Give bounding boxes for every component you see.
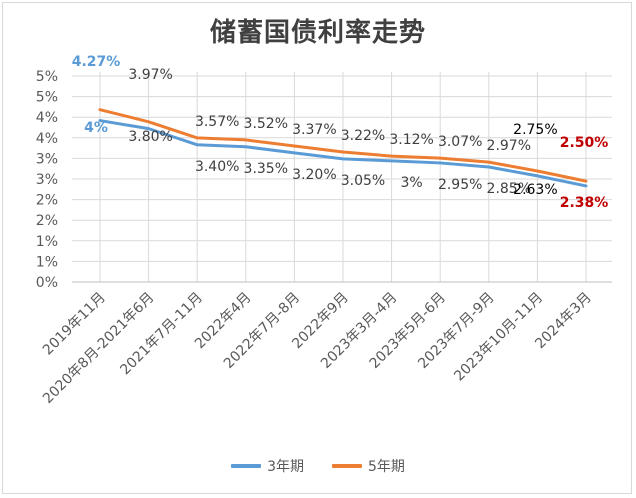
data-label-5yr: 3.12% <box>389 132 433 148</box>
y-tick-label: 5% <box>36 90 58 106</box>
chart-legend: 3年期 5年期 <box>0 456 636 476</box>
y-tick-label: 2% <box>36 213 58 229</box>
legend-label-5yr: 5年期 <box>368 459 405 475</box>
data-label-3yr: 2.63% <box>513 182 557 198</box>
data-label-5yr: 2.50% <box>560 135 609 151</box>
y-tick-label: 4% <box>36 131 58 147</box>
data-label-3yr: 3.05% <box>341 173 385 189</box>
y-tick-label: 3% <box>36 151 58 167</box>
data-label-3yr: 3% <box>400 175 422 191</box>
data-label-3yr: 3.20% <box>292 167 336 183</box>
chart-frame <box>2 2 632 494</box>
y-tick-label: 1% <box>36 234 58 250</box>
y-tick-label: 4% <box>36 110 58 126</box>
data-label-5yr: 3.37% <box>292 122 336 138</box>
legend-label-3yr: 3年期 <box>267 459 304 475</box>
data-label-5yr: 3.57% <box>195 114 239 130</box>
data-label-5yr: 3.22% <box>341 128 385 144</box>
y-tick-label: 2% <box>36 193 58 209</box>
data-label-3yr: 3.80% <box>128 129 172 145</box>
y-tick-label: 1% <box>36 254 58 270</box>
data-label-3yr: 2.38% <box>560 195 609 211</box>
x-tick-label: 2021年7月-11月 <box>117 290 206 379</box>
data-label-3yr: 3.40% <box>195 159 239 175</box>
legend-swatch-5yr <box>332 464 362 468</box>
data-label-5yr: 3.97% <box>128 67 172 83</box>
y-tick-label: 0% <box>36 275 58 291</box>
data-label-5yr: 2.97% <box>487 138 531 154</box>
chart-title: 储蓄国债利率走势 <box>209 18 426 48</box>
x-tick-label: 2023年10月-11月 <box>451 290 546 385</box>
data-label-3yr: 2.85% <box>487 181 531 197</box>
data-label-3yr: 4% <box>84 120 108 136</box>
y-tick-label: 5% <box>36 69 58 85</box>
legend-swatch-3yr <box>231 464 262 468</box>
data-label-5yr: 2.75% <box>513 122 557 138</box>
data-label-5yr: 3.07% <box>438 134 482 150</box>
data-label-3yr: 3.35% <box>244 161 288 177</box>
data-label-5yr: 4.27% <box>72 54 121 70</box>
legend-item-3yr: 3年期 <box>231 456 304 476</box>
data-label-3yr: 2.95% <box>438 177 482 193</box>
data-label-5yr: 3.52% <box>244 116 288 132</box>
y-tick-label: 3% <box>36 172 58 188</box>
legend-item-5yr: 5年期 <box>332 456 405 476</box>
